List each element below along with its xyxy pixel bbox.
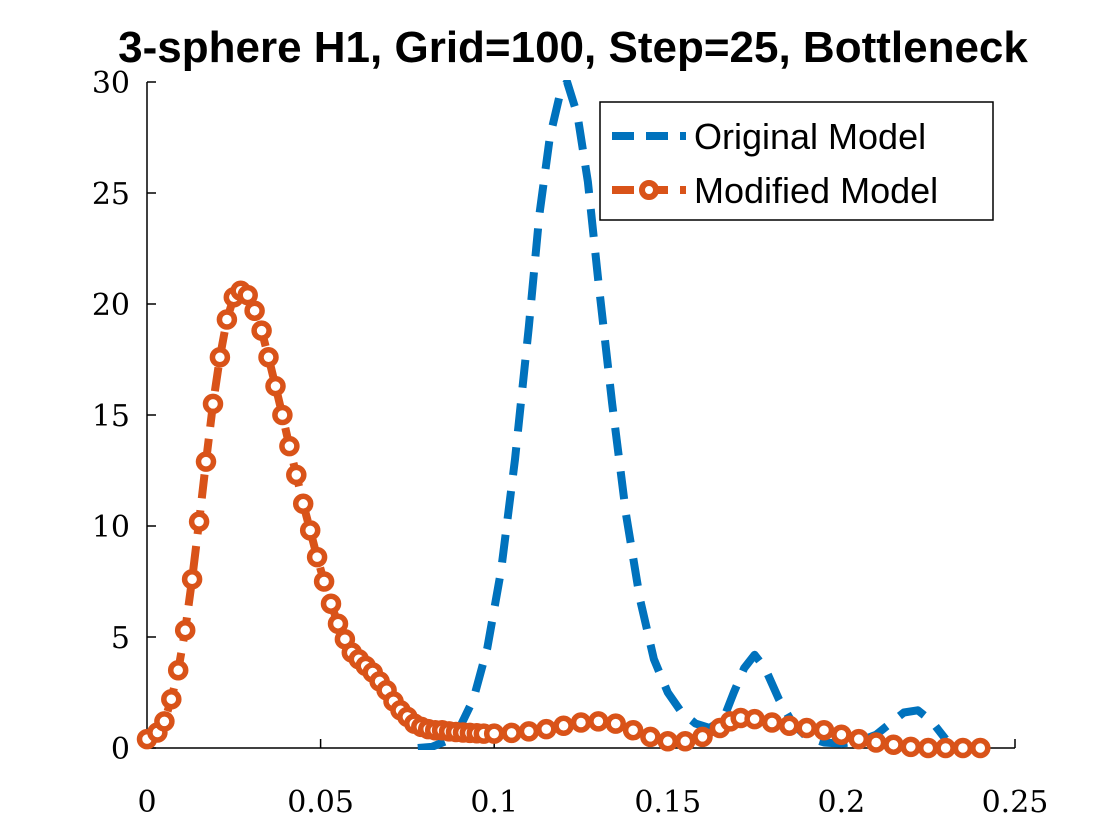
data-point-modified-model: [286, 464, 307, 486]
data-point-modified-model: [970, 737, 991, 759]
data-point-modified-model: [265, 375, 286, 397]
data-point-modified-model: [761, 712, 783, 733]
x-tick-label: 0.2: [818, 785, 866, 820]
data-point-modified-model: [154, 711, 175, 732]
plot-area: [136, 80, 991, 759]
data-point-modified-model: [258, 347, 279, 368]
data-point-modified-model: [195, 451, 217, 472]
data-point-modified-model: [167, 660, 189, 681]
chart-title: 3-sphere H1, Grid=100, Step=25, Bottlene…: [118, 23, 1028, 72]
data-point-modified-model: [202, 393, 224, 415]
data-point-modified-model: [813, 719, 835, 741]
x-tick-label: 0.1: [470, 785, 518, 820]
data-point-modified-model: [292, 493, 314, 515]
data-point-modified-model: [174, 620, 196, 641]
legend-label-modified: Modified Model: [694, 170, 938, 211]
data-point-modified-model: [657, 731, 679, 752]
legend: Original Model Modified Model: [599, 101, 994, 221]
data-point-modified-model: [640, 726, 661, 748]
data-point-modified-model: [161, 688, 182, 710]
data-point-modified-model: [209, 347, 231, 368]
data-point-modified-model: [900, 736, 922, 758]
y-tick-label: 10: [92, 510, 130, 545]
data-point-modified-model: [831, 724, 852, 745]
y-tick-label: 0: [111, 732, 130, 767]
data-point-modified-model: [605, 713, 626, 734]
data-point-modified-model: [865, 732, 887, 753]
data-point-modified-model: [306, 546, 328, 568]
data-point-modified-model: [188, 511, 210, 532]
data-point-modified-model: [674, 731, 696, 752]
y-tick-label: 20: [92, 288, 130, 323]
data-point-modified-model: [327, 613, 349, 634]
y-tick-label: 30: [92, 66, 130, 101]
x-tick-label: 0: [137, 785, 156, 820]
legend-label-original: Original Model: [694, 116, 926, 157]
data-point-modified-model: [483, 723, 505, 744]
data-point-modified-model: [570, 712, 592, 733]
data-point-modified-model: [796, 717, 817, 739]
data-point-modified-model: [553, 715, 574, 737]
data-point-modified-model: [588, 711, 609, 732]
data-point-modified-model: [181, 569, 203, 590]
data-point-modified-model: [237, 284, 258, 306]
axes: 0 0.05 0.1 0.15 0.2 0.25 0 5 10 15 20 25 30: [92, 66, 1049, 820]
y-tick-label: 25: [92, 177, 130, 212]
y-tick-label: 5: [111, 621, 130, 656]
data-point-modified-model: [501, 722, 522, 744]
data-point-modified-model: [244, 300, 265, 321]
data-point-modified-model: [279, 435, 300, 457]
x-tick-label: 0.05: [287, 785, 354, 820]
data-point-modified-model: [883, 734, 904, 755]
data-point-modified-model: [692, 726, 713, 748]
y-tick-label: 15: [92, 399, 130, 434]
legend-box: [599, 101, 994, 221]
data-point-modified-model: [848, 728, 870, 750]
legend-marker-modified: [639, 180, 659, 200]
data-point-modified-model: [536, 718, 557, 740]
data-point-modified-model: [935, 737, 956, 759]
data-point-modified-model: [518, 721, 540, 742]
data-point-modified-model: [917, 737, 939, 759]
data-point-modified-model: [299, 520, 321, 541]
data-point-modified-model: [216, 309, 238, 330]
data-point-modified-model: [622, 719, 644, 741]
data-point-modified-model: [744, 708, 765, 730]
data-point-modified-model: [272, 404, 293, 426]
x-tick-label: 0.15: [634, 785, 701, 820]
data-point-modified-model: [952, 737, 974, 759]
data-point-modified-model: [313, 571, 335, 592]
data-point-modified-model: [320, 593, 342, 614]
data-point-modified-model: [779, 715, 800, 737]
data-point-modified-model: [251, 320, 272, 341]
x-tick-label: 0.25: [982, 785, 1049, 820]
